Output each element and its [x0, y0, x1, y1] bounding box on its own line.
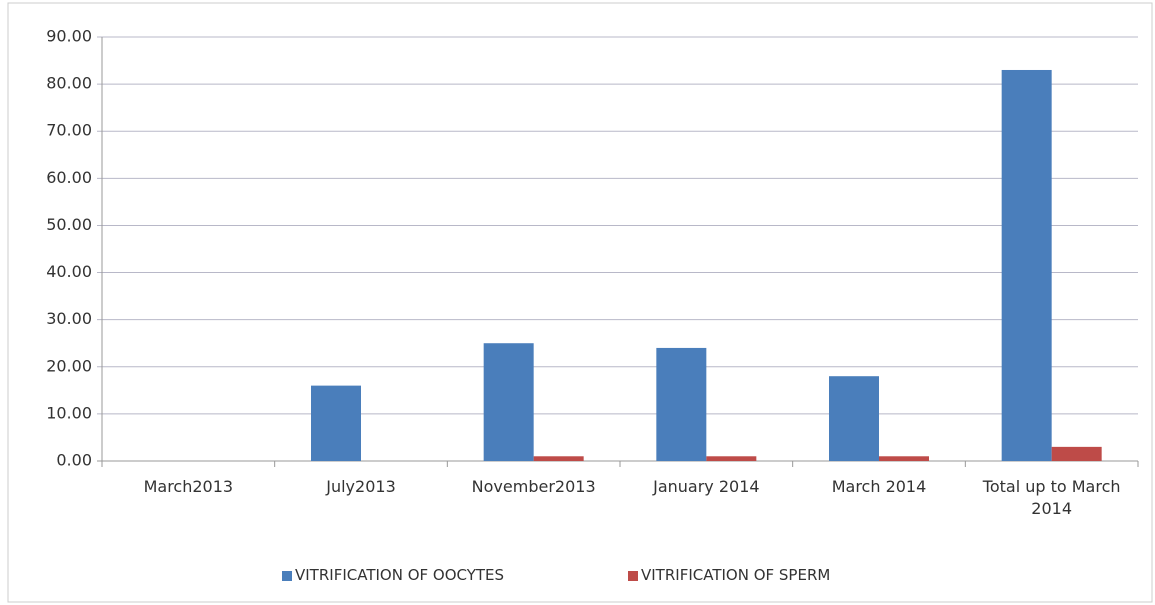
legend-swatch: [628, 571, 638, 581]
y-tick-label: 90.00: [46, 27, 92, 46]
y-tick-label: 80.00: [46, 74, 92, 93]
y-tick-label: 0.00: [56, 451, 92, 470]
x-tick-label: Total up to March 2014: [982, 477, 1121, 518]
y-tick-label: 40.00: [46, 262, 92, 281]
x-tick-label: July2013: [326, 477, 396, 496]
bar: [483, 343, 534, 461]
y-tick-label: 10.00: [46, 403, 92, 422]
chart-border: [7, 2, 1153, 603]
x-tick-label: March 2014: [831, 477, 927, 496]
x-tick-label: November2013: [471, 477, 596, 496]
bar: [879, 456, 929, 461]
legend-swatch: [282, 571, 292, 581]
y-tick-label: 30.00: [46, 309, 92, 328]
bar: [311, 385, 361, 461]
bar: [533, 456, 584, 461]
bar: [1051, 446, 1102, 461]
bar: [706, 456, 757, 461]
legend-label: VITRIFICATION OF OOCYTES: [295, 566, 505, 584]
bar: [656, 347, 707, 461]
y-tick-label: 70.00: [46, 121, 92, 140]
y-tick-label: 50.00: [46, 215, 92, 234]
y-tick-label: 60.00: [46, 168, 92, 187]
x-tick-label: March2013: [143, 477, 234, 496]
y-tick-label: 20.00: [46, 356, 92, 375]
bar: [829, 376, 879, 461]
legend-label: VITRIFICATION OF SPERM: [641, 566, 831, 584]
bar: [1001, 69, 1052, 461]
x-tick-label: January 2014: [653, 477, 760, 496]
